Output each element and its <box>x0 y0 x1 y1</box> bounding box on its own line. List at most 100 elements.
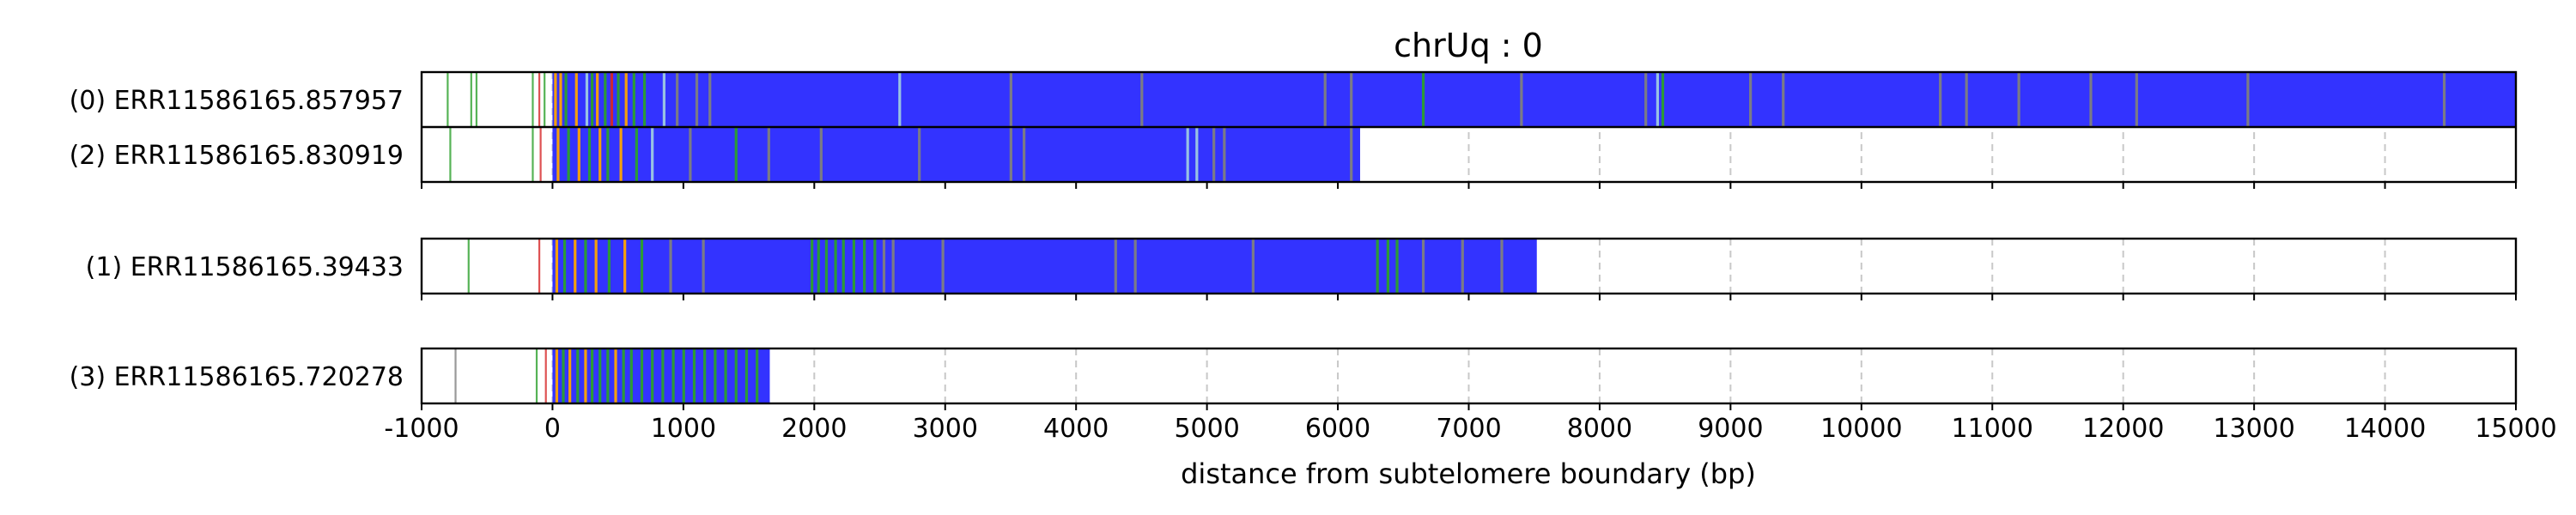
read-track: (2) ERR11586165.830919 <box>70 127 1360 182</box>
read-mark <box>590 72 594 127</box>
read-mark <box>607 239 611 294</box>
read-mark <box>587 127 592 182</box>
read-mark <box>724 348 727 403</box>
read-mark <box>661 348 665 403</box>
read-mark <box>532 127 534 182</box>
read-mark <box>817 239 820 294</box>
read-mark <box>708 72 712 127</box>
tick-label: 8000 <box>1567 414 1632 444</box>
read-mark <box>585 72 589 127</box>
read-mark <box>562 239 567 294</box>
read-mark <box>577 127 580 182</box>
read-mark <box>1395 239 1399 294</box>
tick-label: 4000 <box>1043 414 1109 444</box>
read-mark <box>1386 239 1389 294</box>
read-mark <box>454 348 457 403</box>
read-mark <box>610 72 614 127</box>
read-mark <box>669 239 672 294</box>
read-mark <box>629 348 633 403</box>
read-mark <box>544 72 546 127</box>
tick-label: 3000 <box>913 414 978 444</box>
read-mark <box>584 348 587 403</box>
read-mark <box>651 348 654 403</box>
read-mark <box>2246 72 2250 127</box>
tick-label: 7000 <box>1436 414 1501 444</box>
x-axis: -1000 0 1000 2000 3000 4000 5000 6000 7000 8000 90… <box>384 182 2557 444</box>
read-mark <box>623 239 627 294</box>
read-mark <box>554 72 557 127</box>
tick-label: 9000 <box>1698 414 1763 444</box>
read-mark <box>1500 239 1504 294</box>
read-mark <box>1009 127 1012 182</box>
read-mark <box>568 348 572 403</box>
read-mark <box>1782 72 1785 127</box>
read-mark <box>2089 72 2093 127</box>
read-mark <box>596 72 599 127</box>
read-mark <box>475 72 478 127</box>
read-mark <box>873 239 877 294</box>
tick-label: 14000 <box>2344 414 2426 444</box>
read-mark <box>576 348 580 403</box>
read-mark <box>467 239 470 294</box>
tick-label: 0 <box>544 414 561 444</box>
chart-title: chrUq : 0 <box>1394 27 1543 64</box>
read-label: (2) ERR11586165.830919 <box>70 141 404 171</box>
read-mark <box>811 239 814 294</box>
tick-label: 1000 <box>651 414 716 444</box>
read-mark <box>619 127 623 182</box>
read-mark <box>671 348 675 403</box>
read-mark <box>567 127 570 182</box>
read-mark <box>2442 72 2446 127</box>
read-mark <box>767 127 770 182</box>
read-mark <box>744 348 749 403</box>
read-mark <box>703 348 707 403</box>
read-mark <box>1323 72 1327 127</box>
read-mark <box>702 239 705 294</box>
read-mark <box>819 127 823 182</box>
tick-label: 5000 <box>1174 414 1239 444</box>
read-mark <box>2135 72 2138 127</box>
read-mark <box>555 348 559 403</box>
read-mark <box>539 127 542 182</box>
read-mark <box>1461 239 1464 294</box>
tick-label: 6000 <box>1305 414 1370 444</box>
tick-label: 13000 <box>2213 414 2294 444</box>
tick-label: 15000 <box>2475 414 2556 444</box>
reads-layer: (0) ERR11586165.857957 (2) ERR11586165.83… <box>70 70 2518 405</box>
tick-label: 11000 <box>1952 414 2033 444</box>
read-mark <box>614 348 617 403</box>
read-mark <box>1644 72 1648 127</box>
read-track: (3) ERR11586165.720278 <box>70 348 770 403</box>
read-mark <box>1421 239 1425 294</box>
read-mark <box>1749 72 1753 127</box>
read-mark <box>640 239 644 294</box>
read-mark <box>598 348 602 403</box>
read-mark <box>662 72 666 127</box>
read-track: (1) ERR11586165.39433 <box>86 239 1537 294</box>
read-mark <box>635 127 638 182</box>
read-fill <box>552 127 1360 182</box>
read-mark <box>1251 239 1255 294</box>
read-mark <box>447 72 449 127</box>
read-mark <box>538 72 541 127</box>
read-mark <box>617 72 620 127</box>
read-mark <box>556 127 560 182</box>
read-mark <box>756 348 759 403</box>
read-label: (3) ERR11586165.720278 <box>70 362 404 392</box>
read-mark <box>918 127 921 182</box>
read-mark <box>604 72 607 127</box>
read-mark <box>682 348 685 403</box>
read-mark <box>559 72 562 127</box>
read-mark <box>2017 72 2020 127</box>
read-fill <box>552 239 1537 294</box>
read-mark <box>594 239 598 294</box>
read-mark <box>1520 72 1523 127</box>
read-mark <box>642 72 647 127</box>
read-mark <box>584 239 587 294</box>
read-mark <box>841 239 845 294</box>
read-mark <box>574 72 578 127</box>
read-mark <box>882 239 886 294</box>
read-mark <box>535 348 538 403</box>
read-mark <box>562 348 565 403</box>
